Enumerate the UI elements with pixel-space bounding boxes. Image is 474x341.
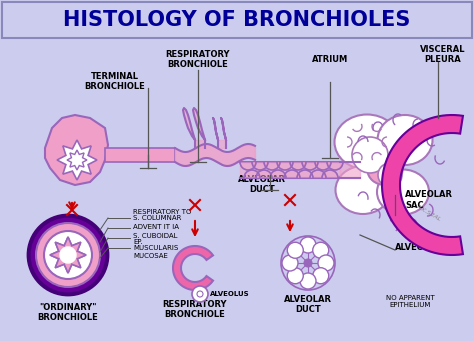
Wedge shape	[264, 162, 280, 170]
Wedge shape	[297, 170, 313, 178]
Bar	[2, 2, 472, 38]
Text: HISTOLOGY OF BRONCHIOLES: HISTOLOGY OF BRONCHIOLES	[64, 10, 410, 30]
Text: TERMINAL
BRONCHIOLE: TERMINAL BRONCHIOLE	[85, 72, 146, 91]
Polygon shape	[57, 140, 97, 180]
Text: ADVENT IT IA: ADVENT IT IA	[133, 224, 179, 230]
Polygon shape	[50, 237, 86, 273]
Circle shape	[36, 223, 100, 287]
Text: NO APPARENT
EPITHELIUM: NO APPARENT EPITHELIUM	[386, 295, 434, 308]
Wedge shape	[244, 170, 260, 178]
Wedge shape	[252, 162, 268, 170]
Circle shape	[60, 247, 76, 263]
Text: ALVEOLUS: ALVEOLUS	[395, 243, 443, 252]
Text: MUSCULARIS
MUCOSAE: MUSCULARIS MUCOSAE	[133, 246, 178, 258]
Circle shape	[304, 259, 312, 267]
Text: ALVEOLAR
DUCT: ALVEOLAR DUCT	[284, 295, 332, 314]
Ellipse shape	[377, 169, 429, 214]
Circle shape	[28, 215, 108, 295]
Polygon shape	[173, 246, 213, 290]
Text: ATRIUM: ATRIUM	[312, 55, 348, 64]
Ellipse shape	[336, 166, 391, 214]
Text: ALVEOLUS: ALVEOLUS	[210, 291, 250, 297]
Wedge shape	[256, 170, 272, 178]
Wedge shape	[290, 162, 306, 170]
Wedge shape	[327, 162, 343, 170]
Circle shape	[352, 137, 388, 173]
Wedge shape	[277, 162, 293, 170]
Ellipse shape	[367, 155, 402, 185]
Text: ALVEOLAR
SAC: ALVEOLAR SAC	[405, 190, 453, 210]
Circle shape	[197, 291, 203, 297]
Circle shape	[282, 255, 298, 271]
Circle shape	[44, 231, 92, 279]
Wedge shape	[284, 170, 300, 178]
Polygon shape	[45, 115, 108, 185]
Bar	[105, 148, 175, 162]
Polygon shape	[67, 150, 87, 170]
Wedge shape	[322, 170, 338, 178]
Circle shape	[378, 163, 402, 187]
Circle shape	[313, 268, 329, 284]
Circle shape	[313, 242, 329, 258]
Text: VISCERAL
PLEURA: VISCERAL PLEURA	[420, 45, 466, 64]
Circle shape	[32, 219, 104, 291]
Text: RESPIRATORY
BRONCHIOLE: RESPIRATORY BRONCHIOLE	[163, 300, 227, 320]
Circle shape	[287, 268, 303, 284]
Circle shape	[318, 255, 334, 271]
Circle shape	[300, 273, 316, 289]
Text: ALVEOLAR
DUCT: ALVEOLAR DUCT	[238, 175, 286, 194]
Text: RESPIRATORY TO
S. COLUMNAR: RESPIRATORY TO S. COLUMNAR	[133, 208, 191, 222]
Ellipse shape	[335, 115, 400, 169]
Wedge shape	[310, 170, 326, 178]
Text: RESPIRATORY
BRONCHIOLE: RESPIRATORY BRONCHIOLE	[166, 50, 230, 70]
Wedge shape	[270, 170, 286, 178]
Polygon shape	[50, 237, 86, 273]
Wedge shape	[240, 162, 256, 170]
Text: S. CUBOIDAL
EP.: S. CUBOIDAL EP.	[133, 233, 177, 246]
Circle shape	[287, 242, 303, 258]
Circle shape	[192, 286, 208, 302]
Polygon shape	[382, 115, 463, 255]
Wedge shape	[315, 162, 331, 170]
Text: A.K.S2AL: A.K.S2AL	[415, 204, 441, 222]
Ellipse shape	[377, 115, 432, 165]
Text: "ORDINARY"
BRONCHIOLE: "ORDINARY" BRONCHIOLE	[37, 303, 99, 322]
Circle shape	[300, 237, 316, 253]
Wedge shape	[302, 162, 318, 170]
